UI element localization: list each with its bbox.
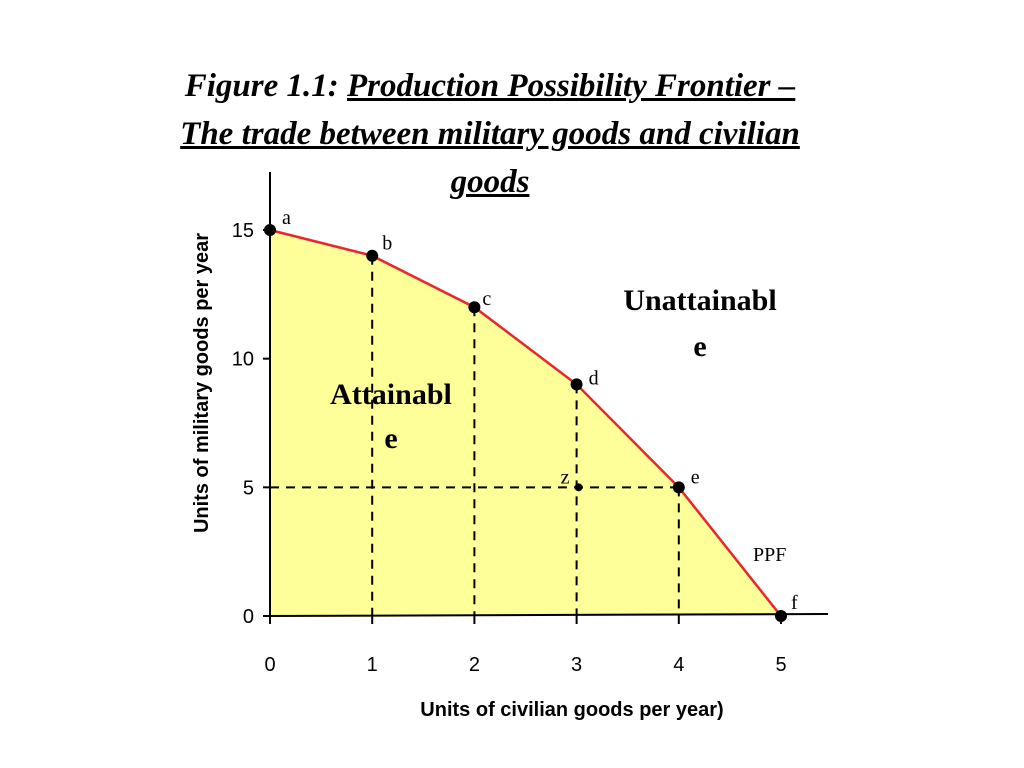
point-label-d: d (589, 367, 599, 389)
point-d (570, 378, 583, 391)
y-tick-label: 0 (243, 606, 254, 628)
point-label-b: b (382, 233, 392, 255)
region-label-unattainable-cont: e (693, 330, 706, 363)
x-axis (263, 613, 829, 617)
x-tick-label: 1 (367, 654, 378, 676)
y-tick-label: 5 (243, 477, 254, 499)
point-label-z: z (561, 466, 570, 488)
region-label-unattainable: Unattainabl (623, 284, 776, 317)
point-label-f: f (791, 592, 798, 614)
attainable-area (270, 230, 781, 616)
title-line-2: The trade between military goods and civ… (180, 116, 800, 152)
region-label-attainable: Attainabl (330, 378, 452, 411)
y-tick-label: 15 (232, 220, 254, 242)
ppf-curve (269, 228, 782, 617)
figure-title: Figure 1.1: Production Possibility Front… (100, 62, 880, 206)
x-tick-label: 0 (264, 654, 275, 676)
point-label-c: c (482, 288, 491, 310)
point-c (468, 301, 481, 314)
series-label-ppf: PPF (753, 544, 786, 566)
x-axis-title: Units of civilian goods per year) (420, 699, 723, 721)
title-line-1: Figure 1.1: Production Possibility Front… (100, 62, 880, 110)
point-b (366, 249, 379, 262)
title-prefix: Figure 1.1: (184, 68, 347, 104)
point-label-a: a (282, 207, 291, 229)
y-axis-title: Units of military goods per year (191, 233, 213, 533)
x-tick-label: 2 (469, 654, 480, 676)
point-e (672, 481, 685, 494)
region-label-attainable-cont: e (384, 422, 397, 455)
point-label-e: e (691, 466, 700, 488)
x-tick-label: 5 (775, 654, 786, 676)
x-tick-label: 3 (571, 654, 582, 676)
y-tick-label: 10 (232, 349, 254, 371)
point-f (775, 610, 787, 622)
title-main: Production Possibility Frontier – (346, 68, 796, 104)
title-line-3: goods (450, 164, 530, 200)
point-a (264, 224, 276, 236)
x-tick-label: 4 (673, 654, 684, 676)
point-z (574, 483, 583, 492)
